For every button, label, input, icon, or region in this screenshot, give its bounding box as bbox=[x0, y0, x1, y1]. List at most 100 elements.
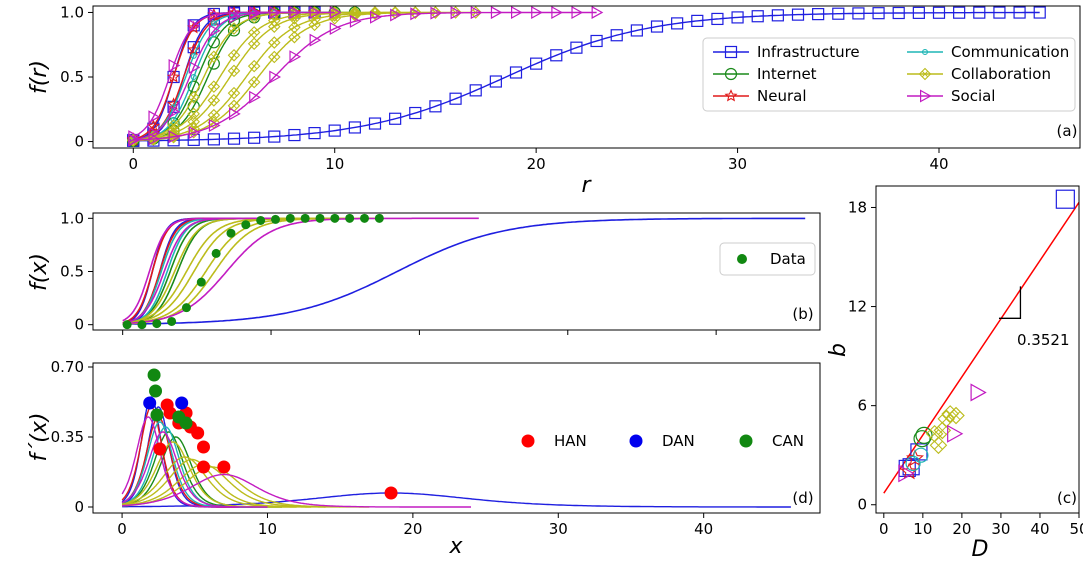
data-point bbox=[308, 6, 321, 19]
data-point bbox=[207, 80, 221, 93]
data-point bbox=[207, 94, 221, 107]
data-point bbox=[152, 319, 162, 329]
data-point-cross bbox=[271, 39, 278, 46]
data-point bbox=[469, 6, 482, 19]
data-point bbox=[289, 6, 302, 20]
data-point bbox=[429, 6, 442, 19]
data-point bbox=[993, 6, 1006, 19]
data-point bbox=[345, 213, 355, 223]
data-point bbox=[168, 130, 181, 144]
data-point bbox=[329, 22, 342, 36]
filled-circle-icon bbox=[739, 434, 753, 448]
data-point bbox=[148, 110, 161, 124]
data-point bbox=[328, 12, 341, 25]
data-point bbox=[937, 410, 956, 428]
data-point bbox=[148, 132, 161, 146]
data-point bbox=[370, 10, 382, 24]
x-tick-label: 40 bbox=[929, 155, 948, 173]
triangle-right-icon bbox=[919, 89, 932, 103]
x-axis-label: x bbox=[448, 534, 463, 559]
data-point bbox=[832, 7, 845, 20]
x-tick-label: 30 bbox=[728, 155, 747, 173]
data-point bbox=[241, 220, 251, 230]
data-point bbox=[137, 320, 147, 330]
diamond-x-icon-cross bbox=[921, 70, 929, 78]
peak-point-han bbox=[153, 442, 167, 456]
data-point bbox=[610, 29, 623, 42]
data-point bbox=[308, 18, 321, 32]
data-point bbox=[309, 6, 322, 19]
data-point bbox=[530, 57, 543, 70]
x-axis-label: r bbox=[581, 173, 592, 198]
data-point-cross bbox=[230, 67, 238, 74]
data-point-cross bbox=[934, 440, 943, 450]
y-tick-label: 0 bbox=[857, 496, 867, 514]
data-point bbox=[288, 21, 301, 34]
data-point bbox=[247, 37, 261, 51]
peak-point-can bbox=[150, 408, 164, 422]
data-point-cross bbox=[210, 97, 217, 104]
y-tick-label: 1.0 bbox=[60, 3, 84, 21]
data-point bbox=[247, 75, 261, 89]
data-point bbox=[167, 129, 180, 143]
series-line-social bbox=[122, 473, 471, 508]
data-point bbox=[953, 6, 966, 19]
peak-point-han bbox=[197, 440, 211, 454]
data-point bbox=[590, 34, 603, 48]
data-point bbox=[270, 214, 280, 224]
data-point bbox=[973, 6, 986, 19]
data-point bbox=[167, 316, 177, 326]
data-point bbox=[511, 6, 523, 20]
data-point bbox=[450, 6, 463, 20]
filled-circle-icon bbox=[737, 254, 747, 264]
data-point bbox=[285, 213, 295, 223]
data-point bbox=[691, 14, 704, 27]
data-point bbox=[490, 6, 503, 20]
filled-circle-icon bbox=[521, 434, 535, 448]
data-point bbox=[288, 128, 301, 142]
data-point-cross bbox=[938, 426, 947, 435]
data-point bbox=[348, 7, 362, 21]
data-point bbox=[227, 86, 241, 100]
legend: Data bbox=[719, 242, 816, 276]
peak-point-han bbox=[197, 460, 211, 474]
y-tick-label: 0 bbox=[74, 498, 84, 516]
data-point bbox=[300, 213, 310, 223]
data-point bbox=[489, 75, 502, 88]
legend: Infrastructure Communication Internet Colla… bbox=[702, 37, 1076, 112]
data-point-cross bbox=[190, 94, 197, 101]
y-tick-label: 6 bbox=[857, 397, 867, 415]
data-point bbox=[348, 8, 362, 22]
data-point bbox=[227, 49, 241, 62]
data-point bbox=[898, 464, 915, 483]
legend: HAN DAN CAN bbox=[521, 432, 804, 450]
x-tick-label: 10 bbox=[913, 520, 932, 538]
star-icon bbox=[724, 89, 738, 102]
axes-frame bbox=[92, 362, 821, 514]
data-point bbox=[531, 6, 543, 20]
panel-label: (a) bbox=[1057, 122, 1078, 140]
peak-point-can bbox=[149, 384, 163, 398]
data-point-cross bbox=[230, 90, 238, 97]
legend-label: Internet bbox=[757, 65, 817, 83]
panel-b: 0 0.5 1.0 (b) f(x) Data bbox=[27, 209, 821, 335]
data-point bbox=[947, 406, 965, 425]
data-point bbox=[550, 49, 563, 62]
x-tick-label: 30 bbox=[991, 520, 1010, 538]
data-point bbox=[181, 303, 191, 313]
legend-frame bbox=[719, 242, 816, 276]
peak-point-han bbox=[217, 460, 231, 474]
peak-point-can bbox=[147, 368, 161, 382]
data-point bbox=[315, 213, 325, 223]
panel-a: 0 10 20 30 40 0 0.5 1.0 (a) r f(r) Infrastructure Co… bbox=[27, 3, 1081, 198]
data-point bbox=[430, 6, 443, 20]
filled-circle-icon bbox=[629, 434, 643, 448]
data-point-cross bbox=[271, 53, 278, 61]
plot-area-d bbox=[121, 368, 791, 508]
data-point-cross bbox=[210, 112, 217, 119]
legend-label: Infrastructure bbox=[757, 43, 860, 61]
data-point bbox=[269, 70, 282, 84]
data-point bbox=[650, 20, 664, 33]
x-tick-label: 30 bbox=[549, 520, 568, 538]
data-point bbox=[268, 50, 281, 64]
